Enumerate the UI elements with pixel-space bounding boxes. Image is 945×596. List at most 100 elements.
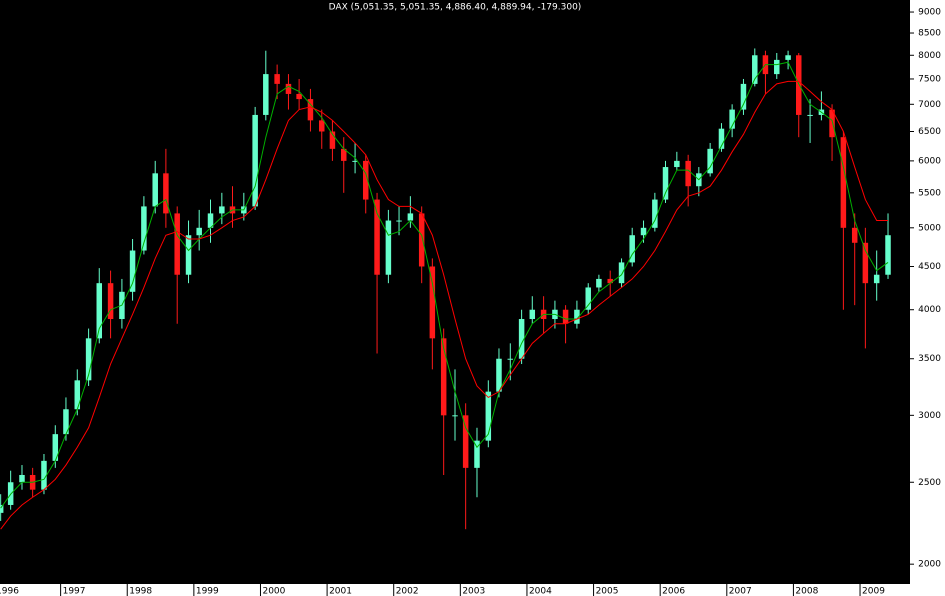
x-tick-label: 1999 bbox=[196, 587, 219, 596]
candle-body bbox=[529, 309, 536, 320]
candle-body bbox=[63, 409, 69, 435]
x-tick-label: 2001 bbox=[329, 587, 352, 596]
x-tick-label: 2009 bbox=[862, 587, 885, 596]
candle-body bbox=[618, 262, 625, 284]
candle-body bbox=[607, 278, 613, 284]
y-tick-label: 6000 bbox=[918, 156, 941, 166]
moving-average bbox=[0, 61, 889, 509]
candle-body bbox=[96, 283, 103, 339]
candle-body bbox=[174, 213, 180, 275]
candle-body bbox=[462, 415, 469, 468]
time-axis-panel bbox=[0, 584, 910, 596]
candle-body bbox=[674, 160, 680, 168]
candle-body bbox=[829, 109, 835, 138]
candle-body bbox=[740, 83, 747, 110]
candle-body bbox=[341, 148, 347, 161]
candle-body bbox=[52, 434, 59, 461]
y-tick-label: 4500 bbox=[918, 262, 941, 272]
candle-body bbox=[362, 160, 369, 200]
candle-body bbox=[285, 83, 292, 94]
x-tick-label: 2003 bbox=[462, 587, 485, 596]
candle-body bbox=[652, 199, 658, 228]
candle-body bbox=[196, 227, 202, 236]
candle-body bbox=[518, 319, 525, 359]
x-tick-label: 2005 bbox=[596, 587, 619, 596]
y-tick-label: 2000 bbox=[918, 560, 941, 570]
candle-body bbox=[562, 309, 569, 324]
candle-body bbox=[185, 235, 192, 275]
x-tick-label: 2002 bbox=[396, 587, 419, 596]
candle-body bbox=[74, 380, 81, 410]
candle-body bbox=[440, 338, 447, 416]
candle-body bbox=[418, 213, 425, 267]
candle-body bbox=[873, 274, 880, 284]
candle-body bbox=[274, 74, 280, 84]
candle-body bbox=[374, 199, 380, 275]
y-tick-label: 3500 bbox=[918, 354, 941, 364]
candle-body bbox=[263, 74, 269, 115]
candle-body bbox=[774, 59, 780, 75]
candle-body bbox=[840, 137, 847, 228]
candle-body bbox=[252, 114, 258, 207]
candle-body bbox=[685, 160, 691, 187]
candle-body bbox=[207, 213, 214, 228]
candle-body bbox=[496, 358, 502, 392]
y-tick-label: 5000 bbox=[918, 223, 941, 233]
candle-body bbox=[452, 415, 458, 417]
y-tick-label: 6500 bbox=[918, 127, 941, 137]
candle-body bbox=[851, 227, 858, 243]
price-axis-panel bbox=[910, 0, 945, 596]
candle-body bbox=[296, 93, 302, 100]
candle-body bbox=[429, 266, 436, 339]
y-tick-label: 4000 bbox=[918, 305, 941, 315]
candle-body bbox=[807, 114, 813, 116]
candle-body bbox=[485, 391, 492, 441]
x-tick-label: 2008 bbox=[795, 587, 818, 596]
candle-body bbox=[141, 206, 147, 251]
candle-body bbox=[163, 173, 169, 214]
plot-background bbox=[0, 0, 910, 584]
candle-body bbox=[307, 99, 314, 121]
y-tick-label: 3000 bbox=[918, 411, 941, 421]
candle-body bbox=[329, 131, 336, 149]
candle-body bbox=[885, 235, 891, 275]
candle-body bbox=[474, 440, 480, 468]
candle-body bbox=[219, 206, 225, 214]
x-tick-label: 2007 bbox=[729, 587, 752, 596]
candle-body bbox=[107, 283, 114, 320]
y-tick-label: 8500 bbox=[918, 29, 941, 39]
candle-body bbox=[718, 128, 725, 149]
candle-body bbox=[796, 55, 802, 115]
moving-average bbox=[0, 80, 889, 530]
candle-body bbox=[352, 160, 358, 162]
candle-body bbox=[629, 235, 635, 263]
candle-body bbox=[507, 358, 514, 360]
candle-body bbox=[319, 120, 325, 132]
candle-body bbox=[707, 148, 713, 174]
candle-body bbox=[596, 278, 602, 288]
candle-body bbox=[19, 474, 25, 483]
candle-body bbox=[385, 220, 392, 275]
candle-body bbox=[407, 213, 414, 221]
candle-body bbox=[41, 460, 47, 490]
candle-body bbox=[85, 338, 92, 381]
x-tick-label: 1996 bbox=[0, 587, 19, 596]
candle-body bbox=[152, 173, 158, 207]
candle-body bbox=[862, 242, 869, 284]
candle-body bbox=[752, 55, 758, 84]
candle-body bbox=[585, 287, 591, 310]
y-tick-label: 7500 bbox=[918, 74, 941, 84]
candle-body bbox=[574, 309, 580, 324]
candle-body bbox=[729, 109, 735, 129]
y-tick-label: 7000 bbox=[918, 100, 941, 110]
candle-body bbox=[640, 227, 647, 236]
x-tick-label: 1998 bbox=[129, 587, 152, 596]
y-tick-label: 9000 bbox=[918, 8, 941, 18]
candle-body bbox=[662, 167, 669, 200]
candle-body bbox=[0, 504, 4, 513]
chart-title: DAX (5,051.35, 5,051.35, 4,886.40, 4,889… bbox=[329, 3, 582, 13]
candle-body bbox=[129, 250, 136, 292]
x-tick-label: 2004 bbox=[529, 587, 552, 596]
x-tick-label: 1997 bbox=[63, 587, 86, 596]
